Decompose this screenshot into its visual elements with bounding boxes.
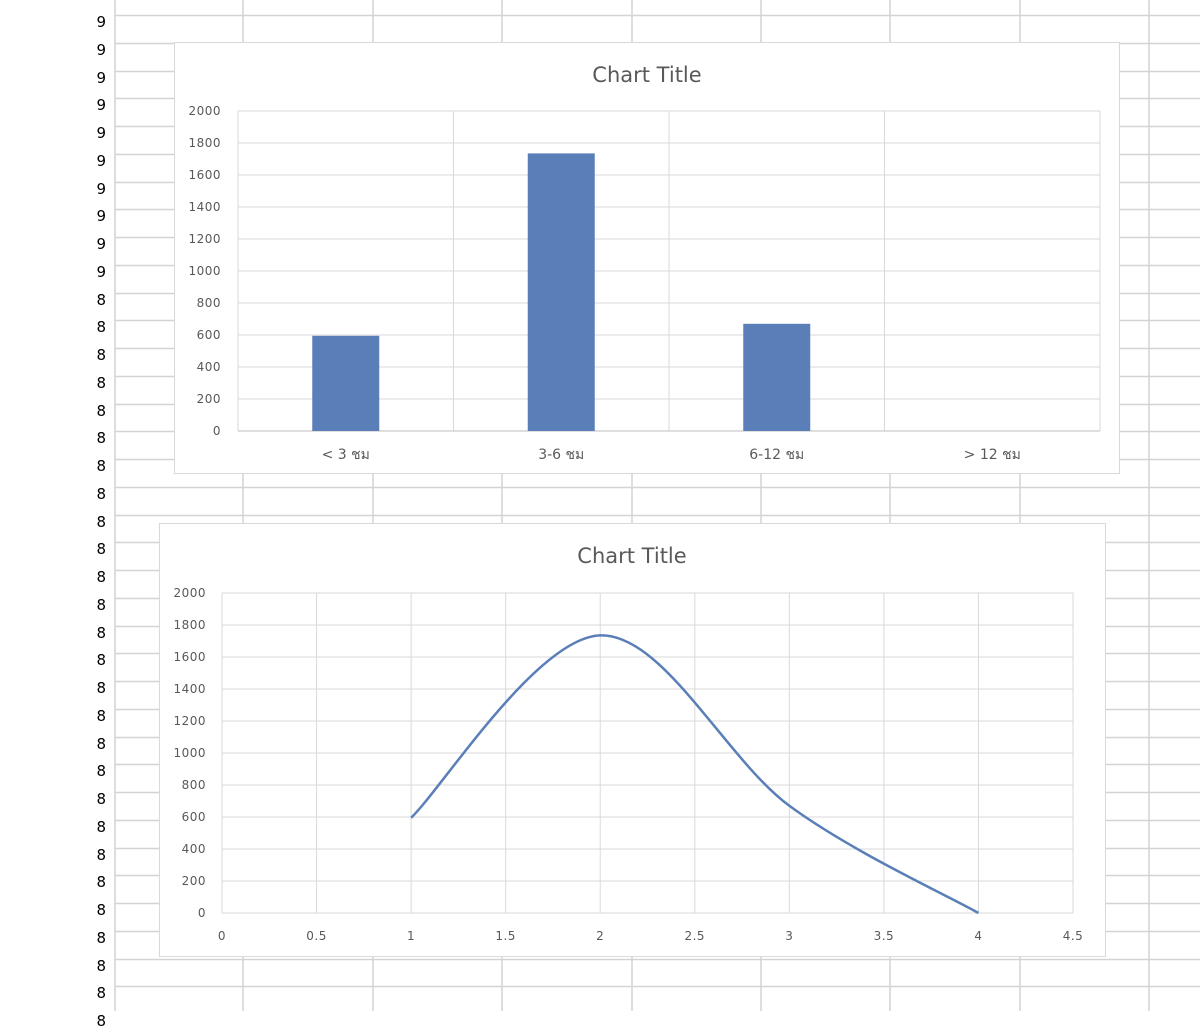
x-tick-label: 2.5 bbox=[684, 929, 705, 943]
y-tick-label: 1600 bbox=[173, 650, 206, 664]
row-number: 9 bbox=[96, 13, 106, 31]
chart-title: Chart Title bbox=[592, 63, 701, 87]
y-tick-label: 1200 bbox=[188, 232, 221, 246]
row-number: 8 bbox=[96, 928, 106, 947]
row-number: 9 bbox=[96, 262, 106, 281]
row-number: 8 bbox=[96, 956, 106, 975]
row-number: 8 bbox=[96, 595, 106, 614]
row-number: 8 bbox=[96, 984, 106, 1003]
y-tick-label: 1400 bbox=[188, 200, 221, 214]
bar-chart[interactable]: Chart Title 0 200 400 600 800 1000 1200 1400 160… bbox=[174, 42, 1120, 474]
row-number: 8 bbox=[96, 401, 106, 420]
row-number: 8 bbox=[96, 429, 106, 448]
row-number: 8 bbox=[96, 484, 106, 503]
row-number: 8 bbox=[96, 512, 106, 531]
row-number: 8 bbox=[96, 817, 106, 836]
x-tick-label: 3.5 bbox=[874, 929, 895, 943]
x-tick-label: 0.5 bbox=[306, 929, 327, 943]
y-tick-label: 2000 bbox=[188, 104, 221, 118]
x-tick-label: 0 bbox=[218, 929, 226, 943]
category-label: 6-12 ชม bbox=[749, 447, 804, 463]
y-tick-label: 1800 bbox=[173, 618, 206, 632]
x-tick-label: 2 bbox=[596, 929, 604, 943]
row-number: 8 bbox=[96, 623, 106, 642]
y-tick-label: 200 bbox=[182, 874, 206, 888]
y-tick-label: 400 bbox=[182, 842, 206, 856]
y-tick-label: 2000 bbox=[173, 586, 206, 600]
y-tick-label: 1800 bbox=[188, 136, 221, 150]
category-label: 3-6 ชม bbox=[538, 447, 584, 463]
row-number: 8 bbox=[96, 318, 106, 337]
row-number: 9 bbox=[96, 40, 106, 59]
y-tick-label: 200 bbox=[197, 392, 221, 406]
y-tick-label: 0 bbox=[198, 906, 206, 920]
row-number: 9 bbox=[96, 68, 106, 87]
y-tick-label: 600 bbox=[197, 328, 221, 342]
y-tick-label: 1400 bbox=[173, 682, 206, 696]
x-tick-label: 1 bbox=[407, 929, 415, 943]
row-number: 8 bbox=[96, 1012, 106, 1030]
row-number: 8 bbox=[96, 346, 106, 364]
y-tick-label: 600 bbox=[182, 810, 206, 824]
y-tick-label: 1600 bbox=[188, 168, 221, 182]
row-number: 8 bbox=[96, 457, 106, 475]
y-tick-label: 1000 bbox=[188, 264, 221, 278]
row-number: 9 bbox=[96, 179, 106, 198]
bar-chart-plot: Chart Title 0 200 400 600 800 1000 1200 1400 160… bbox=[188, 63, 1101, 463]
row-number: 8 bbox=[96, 873, 106, 892]
category-label: > 12 ชม bbox=[964, 447, 1021, 463]
category-label: < 3 ชม bbox=[322, 447, 370, 463]
row-number: 9 bbox=[96, 151, 106, 170]
row-number: 8 bbox=[96, 734, 106, 753]
row-number: 8 bbox=[96, 540, 106, 559]
row-number: 9 bbox=[96, 207, 106, 226]
row-number: 8 bbox=[96, 568, 106, 586]
chart-title: Chart Title bbox=[577, 544, 686, 568]
y-tick-label: 800 bbox=[182, 778, 206, 792]
series-line[interactable] bbox=[410, 634, 980, 915]
y-tick-label: 800 bbox=[197, 296, 221, 310]
x-tick-label: 1.5 bbox=[495, 929, 516, 943]
line-chart-plot: Chart Title 0 200 400 600 800 1000 1200 1400 160… bbox=[173, 544, 1084, 943]
bar[interactable] bbox=[312, 335, 380, 431]
bar[interactable] bbox=[743, 323, 811, 431]
y-tick-label: 0 bbox=[213, 424, 221, 438]
row-number: 8 bbox=[96, 901, 106, 919]
x-tick-label: 3 bbox=[785, 929, 793, 943]
row-number: 8 bbox=[96, 651, 106, 670]
row-number: 8 bbox=[96, 290, 106, 309]
row-number: 8 bbox=[96, 373, 106, 392]
line-chart[interactable]: Chart Title 0 200 400 600 800 1000 1200 1400 160… bbox=[159, 523, 1106, 957]
y-tick-label: 1200 bbox=[173, 714, 206, 728]
row-number: 9 bbox=[96, 235, 106, 253]
row-number: 8 bbox=[96, 790, 106, 808]
x-tick-label: 4.5 bbox=[1063, 929, 1084, 943]
bar[interactable] bbox=[527, 153, 595, 431]
row-number: 8 bbox=[96, 679, 106, 697]
row-number: 8 bbox=[96, 762, 106, 781]
row-number: 9 bbox=[96, 96, 106, 115]
row-number: 8 bbox=[96, 845, 106, 864]
y-tick-label: 400 bbox=[197, 360, 221, 374]
x-tick-label: 4 bbox=[974, 929, 982, 943]
row-number: 8 bbox=[96, 706, 106, 725]
y-tick-label: 1000 bbox=[173, 746, 206, 760]
row-number: 9 bbox=[96, 124, 106, 142]
